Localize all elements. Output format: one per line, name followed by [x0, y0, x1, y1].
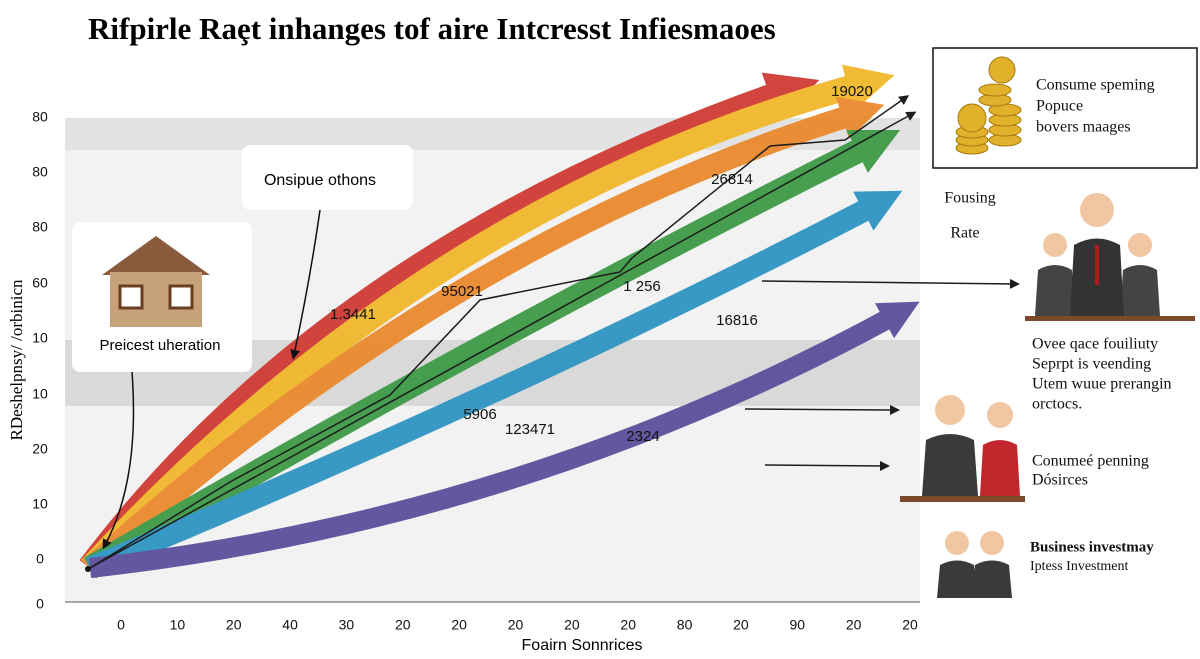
info-text: Ovee qace fouiliuty	[1032, 336, 1158, 353]
x-tick-label: 20	[226, 617, 242, 633]
info-text: Seprpt is veending	[1032, 356, 1151, 373]
x-tick-label: 20	[733, 617, 749, 633]
callout-pointer	[102, 371, 135, 550]
trend-line	[89, 95, 910, 569]
data-label: 95021	[441, 283, 483, 300]
pointer-line	[761, 278, 1020, 289]
data-label: 2324	[626, 428, 659, 445]
y-tick-label: 20	[32, 441, 48, 457]
pointer-line	[764, 460, 890, 471]
data-label: 16816	[716, 312, 758, 329]
info-text: Rate	[950, 225, 979, 242]
y-axis-label: RDeshelpnsy/ /orbinicn	[7, 279, 26, 441]
info-text: Fousing	[944, 190, 996, 207]
info-text: Dósirces	[1032, 472, 1088, 489]
x-tick-label: 30	[339, 617, 355, 633]
people-icon	[900, 395, 1025, 502]
x-tick-label: 20	[451, 617, 467, 633]
yellow-arrow	[81, 64, 895, 577]
x-tick-label: 20	[508, 617, 524, 633]
x-tick-label: 40	[282, 617, 298, 633]
info-text: Popuce	[1036, 98, 1083, 115]
y-tick-label: 10	[32, 330, 48, 346]
y-tick-label: 60	[32, 275, 48, 291]
y-tick-label: 80	[32, 109, 48, 125]
purple-arrow	[88, 301, 920, 578]
title: Rifpirle Raȩt inhanges tof aire Intcress…	[88, 11, 776, 46]
x-tick-label: 80	[677, 617, 693, 633]
coins-icon	[955, 56, 1022, 155]
x-tick-label: 10	[170, 617, 186, 633]
house-icon	[102, 236, 210, 327]
info-text: Utem wuue prerangin	[1032, 376, 1172, 393]
y-tick-label: 10	[32, 496, 48, 512]
pointer-line	[744, 404, 900, 415]
x-tick-label: 20	[395, 617, 411, 633]
data-label: 1.3441	[330, 306, 376, 323]
callout-pointer	[290, 209, 321, 360]
x-tick-label: 20	[620, 617, 636, 633]
data-label: 26814	[711, 171, 753, 188]
origin-dot	[85, 566, 91, 572]
y-tick-label: 80	[32, 164, 48, 180]
x-tick-label: 20	[564, 617, 580, 633]
y-tick-label: 0	[36, 596, 44, 612]
green-arrow	[83, 129, 901, 579]
data-label: 123471	[505, 421, 555, 438]
x-tick-label: 0	[117, 617, 125, 633]
y-tick-label: 0	[36, 551, 44, 567]
callout-box	[242, 145, 413, 210]
people-icon	[937, 531, 1012, 598]
people-icon	[1025, 193, 1195, 321]
info-text: bovers maages	[1036, 119, 1131, 136]
info-text: Business investmay	[1030, 539, 1154, 555]
data-label: 1 256	[623, 278, 661, 295]
x-tick-label: 90	[789, 617, 805, 633]
callout-text: Onsipue othons	[264, 172, 376, 189]
data-label: 19020	[831, 83, 873, 100]
x-tick-label: 20	[902, 617, 918, 633]
y-tick-label: 80	[32, 219, 48, 235]
info-text: orctocs.	[1032, 396, 1082, 413]
info-text: Consume speming	[1036, 77, 1155, 94]
info-text: Conumeé penning	[1032, 453, 1149, 470]
blue-arrow	[85, 190, 903, 579]
x-axis-label: Foairn Sonnrices	[522, 637, 643, 654]
orange-arrow	[82, 96, 885, 577]
callout-text: Preicest uheration	[100, 337, 221, 354]
trend-line	[89, 111, 917, 569]
info-text: Iptess Investment	[1030, 559, 1128, 574]
y-tick-label: 10	[32, 386, 48, 402]
x-tick-label: 20	[846, 617, 862, 633]
data-label: 5906	[463, 406, 496, 423]
